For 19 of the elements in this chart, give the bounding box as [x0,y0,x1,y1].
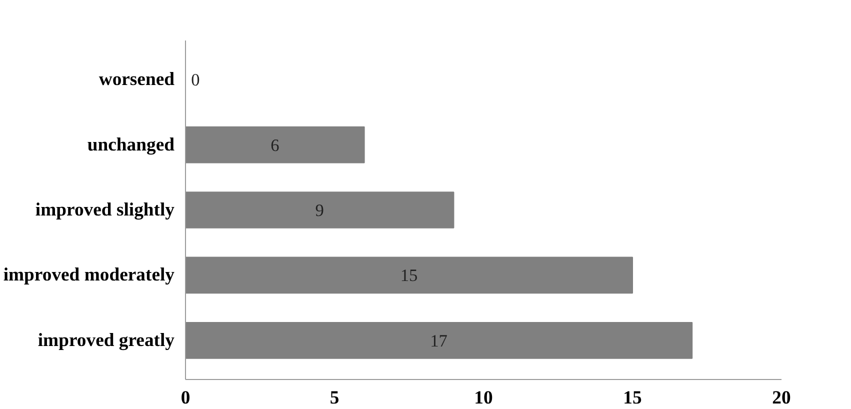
x-tick-label: 0 [180,388,190,408]
x-tick-label: 15 [623,388,642,408]
bar [186,126,365,164]
y-tick-label: worsened [98,69,176,90]
bar [186,256,633,294]
data-label: 6 [270,136,280,155]
data-label: 15 [400,266,418,286]
y-tick-label: improved greatly [38,330,176,351]
y-tick-label: improved slightly [35,200,176,220]
data-label: 17 [430,331,448,350]
data-label: 0 [191,70,200,90]
x-tick-label: 10 [474,388,493,408]
y-tick-label: improved moderately [3,264,176,286]
x-tick-label: 5 [330,388,340,408]
bar [186,322,693,359]
data-label: 9 [315,201,324,220]
x-tick-label: 20 [772,388,791,408]
bar [186,192,454,228]
y-tick-label: unchanged [87,134,176,156]
